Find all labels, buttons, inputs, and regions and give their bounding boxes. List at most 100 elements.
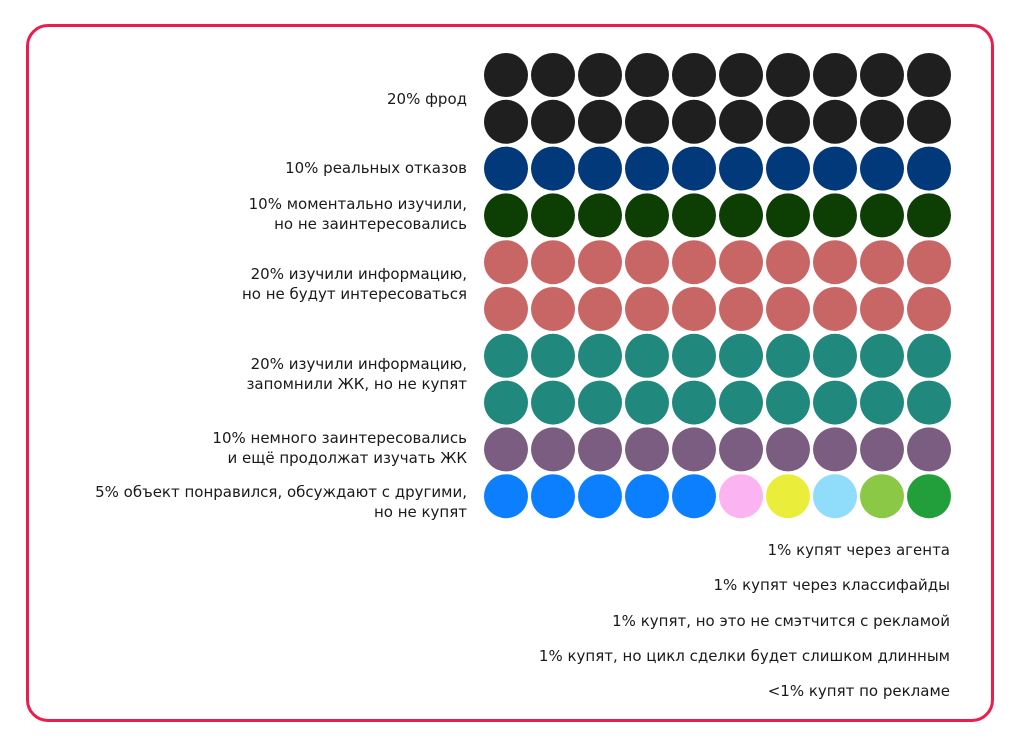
waffle-dot-g0-r1-c1	[531, 99, 575, 144]
waffle-dot-g0-r1-c3	[625, 99, 669, 144]
chart-frame	[26, 24, 994, 722]
waffle-dot-g4-r0-c0	[484, 333, 528, 378]
waffle-dot-g0-r1-c5	[719, 99, 763, 144]
waffle-dot-g3-r1-c5	[719, 287, 763, 331]
waffle-dot-g0-r1-c4	[672, 99, 716, 144]
waffle-dot-g0-r0-c3	[625, 53, 669, 97]
waffle-dot-g3-r1-c8	[860, 287, 904, 331]
waffle-dot-g5-r0-c6	[766, 427, 810, 472]
waffle-dot-g6-r0-c7	[813, 474, 857, 519]
waffle-dot-g6-r0-c0	[484, 474, 528, 519]
waffle-dot-g4-r1-c5	[719, 380, 763, 425]
waffle-dot-g0-r1-c7	[813, 99, 857, 144]
waffle-dot-g5-r0-c7	[813, 427, 857, 472]
waffle-dot-g0-r0-c9	[907, 53, 951, 97]
waffle-dot-g4-r0-c3	[625, 333, 669, 378]
waffle-dot-g6-r0-c6	[766, 474, 810, 519]
waffle-dot-g4-r1-c8	[860, 380, 904, 425]
waffle-dot-g6-r0-c1	[531, 474, 575, 519]
waffle-dot-g4-r0-c2	[578, 333, 622, 378]
waffle-dot-g3-r0-c5	[719, 240, 763, 285]
waffle-dot-g3-r0-c1	[531, 240, 575, 285]
waffle-dot-g5-r0-c4	[672, 427, 716, 472]
waffle-dot-g4-r0-c8	[860, 333, 904, 378]
waffle-dot-g0-r0-c7	[813, 53, 857, 97]
waffle-dot-g6-r0-c3	[625, 474, 669, 519]
note-not-matched: 1% купят, но это не смэтчится с рекламой	[612, 612, 950, 630]
waffle-dot-g2-r0-c0	[484, 193, 528, 238]
waffle-dot-g4-r1-c7	[813, 380, 857, 425]
waffle-dot-g3-r0-c7	[813, 240, 857, 285]
waffle-dot-g5-r0-c5	[719, 427, 763, 472]
waffle-dot-g6-r0-c9	[907, 474, 951, 519]
waffle-dot-g3-r0-c4	[672, 240, 716, 285]
waffle-dot-g1-r0-c0	[484, 146, 528, 191]
waffle-dot-g5-r0-c2	[578, 427, 622, 472]
waffle-dot-g3-r0-c3	[625, 240, 669, 285]
waffle-dot-g1-r0-c1	[531, 146, 575, 191]
waffle-dot-g4-r0-c7	[813, 333, 857, 378]
waffle-dot-g0-r0-c8	[860, 53, 904, 97]
waffle-dot-g6-r0-c2	[578, 474, 622, 519]
waffle-dot-g0-r1-c6	[766, 99, 810, 144]
waffle-dot-g0-r0-c2	[578, 53, 622, 97]
waffle-dot-g2-r0-c5	[719, 193, 763, 238]
waffle-dot-g4-r1-c1	[531, 380, 575, 425]
waffle-dot-g4-r0-c1	[531, 333, 575, 378]
row-label-remembered-not-buy: 20% изучили информацию, запомнили ЖК, но…	[246, 355, 467, 393]
waffle-dot-g6-r0-c4	[672, 474, 716, 519]
note-long-cycle: 1% купят, но цикл сделки будет слишком д…	[538, 647, 950, 665]
waffle-dot-g0-r0-c4	[672, 53, 716, 97]
waffle-dot-g3-r1-c2	[578, 287, 622, 331]
waffle-dot-g6-r0-c8	[860, 474, 904, 519]
waffle-dot-g1-r0-c9	[907, 146, 951, 191]
waffle-dot-g4-r1-c4	[672, 380, 716, 425]
waffle-dot-g1-r0-c8	[860, 146, 904, 191]
waffle-dot-g2-r0-c3	[625, 193, 669, 238]
row-label-slightly-interested: 10% немного заинтересовались и ещё продо…	[212, 429, 467, 467]
waffle-dot-g3-r0-c2	[578, 240, 622, 285]
waffle-dot-g4-r1-c2	[578, 380, 622, 425]
waffle-dot-g1-r0-c7	[813, 146, 857, 191]
row-label-liked-object: 5% объект понравился, обсуждают с другим…	[95, 483, 467, 521]
waffle-dot-g3-r0-c6	[766, 240, 810, 285]
waffle-dot-g2-r0-c6	[766, 193, 810, 238]
waffle-dot-g4-r1-c9	[907, 380, 951, 425]
waffle-dot-g0-r0-c1	[531, 53, 575, 97]
waffle-dot-g0-r1-c8	[860, 99, 904, 144]
row-label-studied-not-interested: 20% изучили информацию, но не будут инте…	[241, 265, 467, 303]
waffle-dot-g5-r0-c8	[860, 427, 904, 472]
waffle-dot-g3-r1-c9	[907, 287, 951, 331]
waffle-dot-g0-r1-c9	[907, 99, 951, 144]
waffle-dot-g4-r1-c3	[625, 380, 669, 425]
waffle-dot-g3-r1-c4	[672, 287, 716, 331]
waffle-dot-g0-r0-c5	[719, 53, 763, 97]
waffle-dot-g5-r0-c9	[907, 427, 951, 472]
waffle-dot-g4-r0-c5	[719, 333, 763, 378]
waffle-dot-g0-r0-c0	[484, 53, 528, 97]
waffle-dot-g4-r0-c9	[907, 333, 951, 378]
waffle-dot-g1-r0-c5	[719, 146, 763, 191]
row-label-quickly-studied: 10% моментально изучили, но не заинтерес…	[248, 195, 467, 233]
waffle-dot-g3-r1-c3	[625, 287, 669, 331]
waffle-dot-g2-r0-c4	[672, 193, 716, 238]
row-label-fraud: 20% фрод	[386, 90, 467, 108]
waffle-dot-g1-r0-c3	[625, 146, 669, 191]
waffle-dot-g3-r0-c0	[484, 240, 528, 285]
waffle-dot-g2-r0-c8	[860, 193, 904, 238]
waffle-dot-g4-r0-c6	[766, 333, 810, 378]
waffle-dot-g2-r0-c9	[907, 193, 951, 238]
row-label-real-refusals: 10% реальных отказов	[285, 159, 467, 177]
waffle-dot-g1-r0-c2	[578, 146, 622, 191]
waffle-dot-g2-r0-c2	[578, 193, 622, 238]
waffle-dot-g0-r1-c2	[578, 99, 622, 144]
waffle-dot-g6-r0-c5	[719, 474, 763, 519]
waffle-dot-g3-r1-c7	[813, 287, 857, 331]
waffle-dot-g1-r0-c6	[766, 146, 810, 191]
waffle-dot-g3-r1-c6	[766, 287, 810, 331]
waffle-dot-g0-r1-c0	[484, 99, 528, 144]
waffle-dot-g5-r0-c1	[531, 427, 575, 472]
waffle-dot-g3-r1-c1	[531, 287, 575, 331]
waffle-dot-g2-r0-c7	[813, 193, 857, 238]
waffle-dot-g5-r0-c0	[484, 427, 528, 472]
